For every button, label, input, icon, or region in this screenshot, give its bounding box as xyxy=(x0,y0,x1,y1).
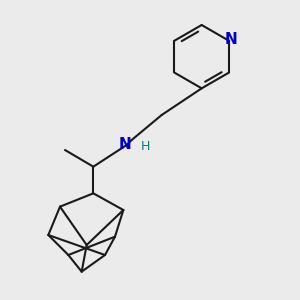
Text: N: N xyxy=(224,32,237,47)
Text: N: N xyxy=(118,137,131,152)
Text: H: H xyxy=(140,140,150,153)
